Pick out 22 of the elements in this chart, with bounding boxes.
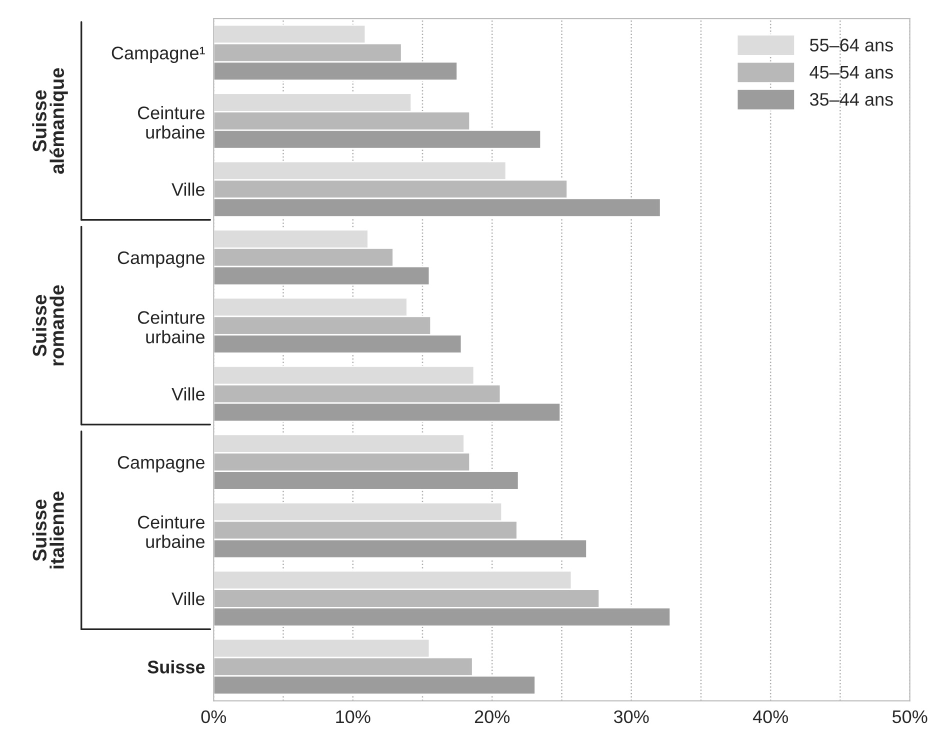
y-tick-label: Campagne: [118, 251, 205, 268]
x-tick-label: 10%: [336, 710, 370, 724]
y-tick-label: Ceinture urbaine: [138, 515, 205, 548]
x-tick-label: 30%: [614, 710, 649, 724]
text: Suisse romande: [32, 285, 64, 366]
y-tick-label: Ville: [172, 387, 204, 401]
legend-label: 35–44 ans: [810, 93, 893, 106]
y-tick-label: Campagne¹: [112, 46, 205, 63]
y-tick-label: Suisse: [148, 660, 205, 674]
x-tick-label: 20%: [474, 710, 510, 724]
legend-label: 55–64 ans: [810, 38, 893, 52]
y-tick-label: Ceinture urbaine: [138, 106, 205, 139]
y-tick-label: Ville: [172, 592, 204, 606]
x-tick-label: 0%: [201, 710, 226, 724]
x-tick-label: 50%: [892, 710, 928, 724]
text: Suisse alémanique: [32, 68, 68, 174]
text: Suisse italienne: [32, 492, 64, 568]
y-tick-label: Campagne: [118, 456, 205, 472]
y-tick-label: Ceinture urbaine: [138, 310, 205, 344]
legend-label: 45–54 ans: [810, 66, 893, 79]
y-tick-label: Ville: [172, 182, 204, 196]
x-tick-label: 40%: [752, 710, 788, 724]
